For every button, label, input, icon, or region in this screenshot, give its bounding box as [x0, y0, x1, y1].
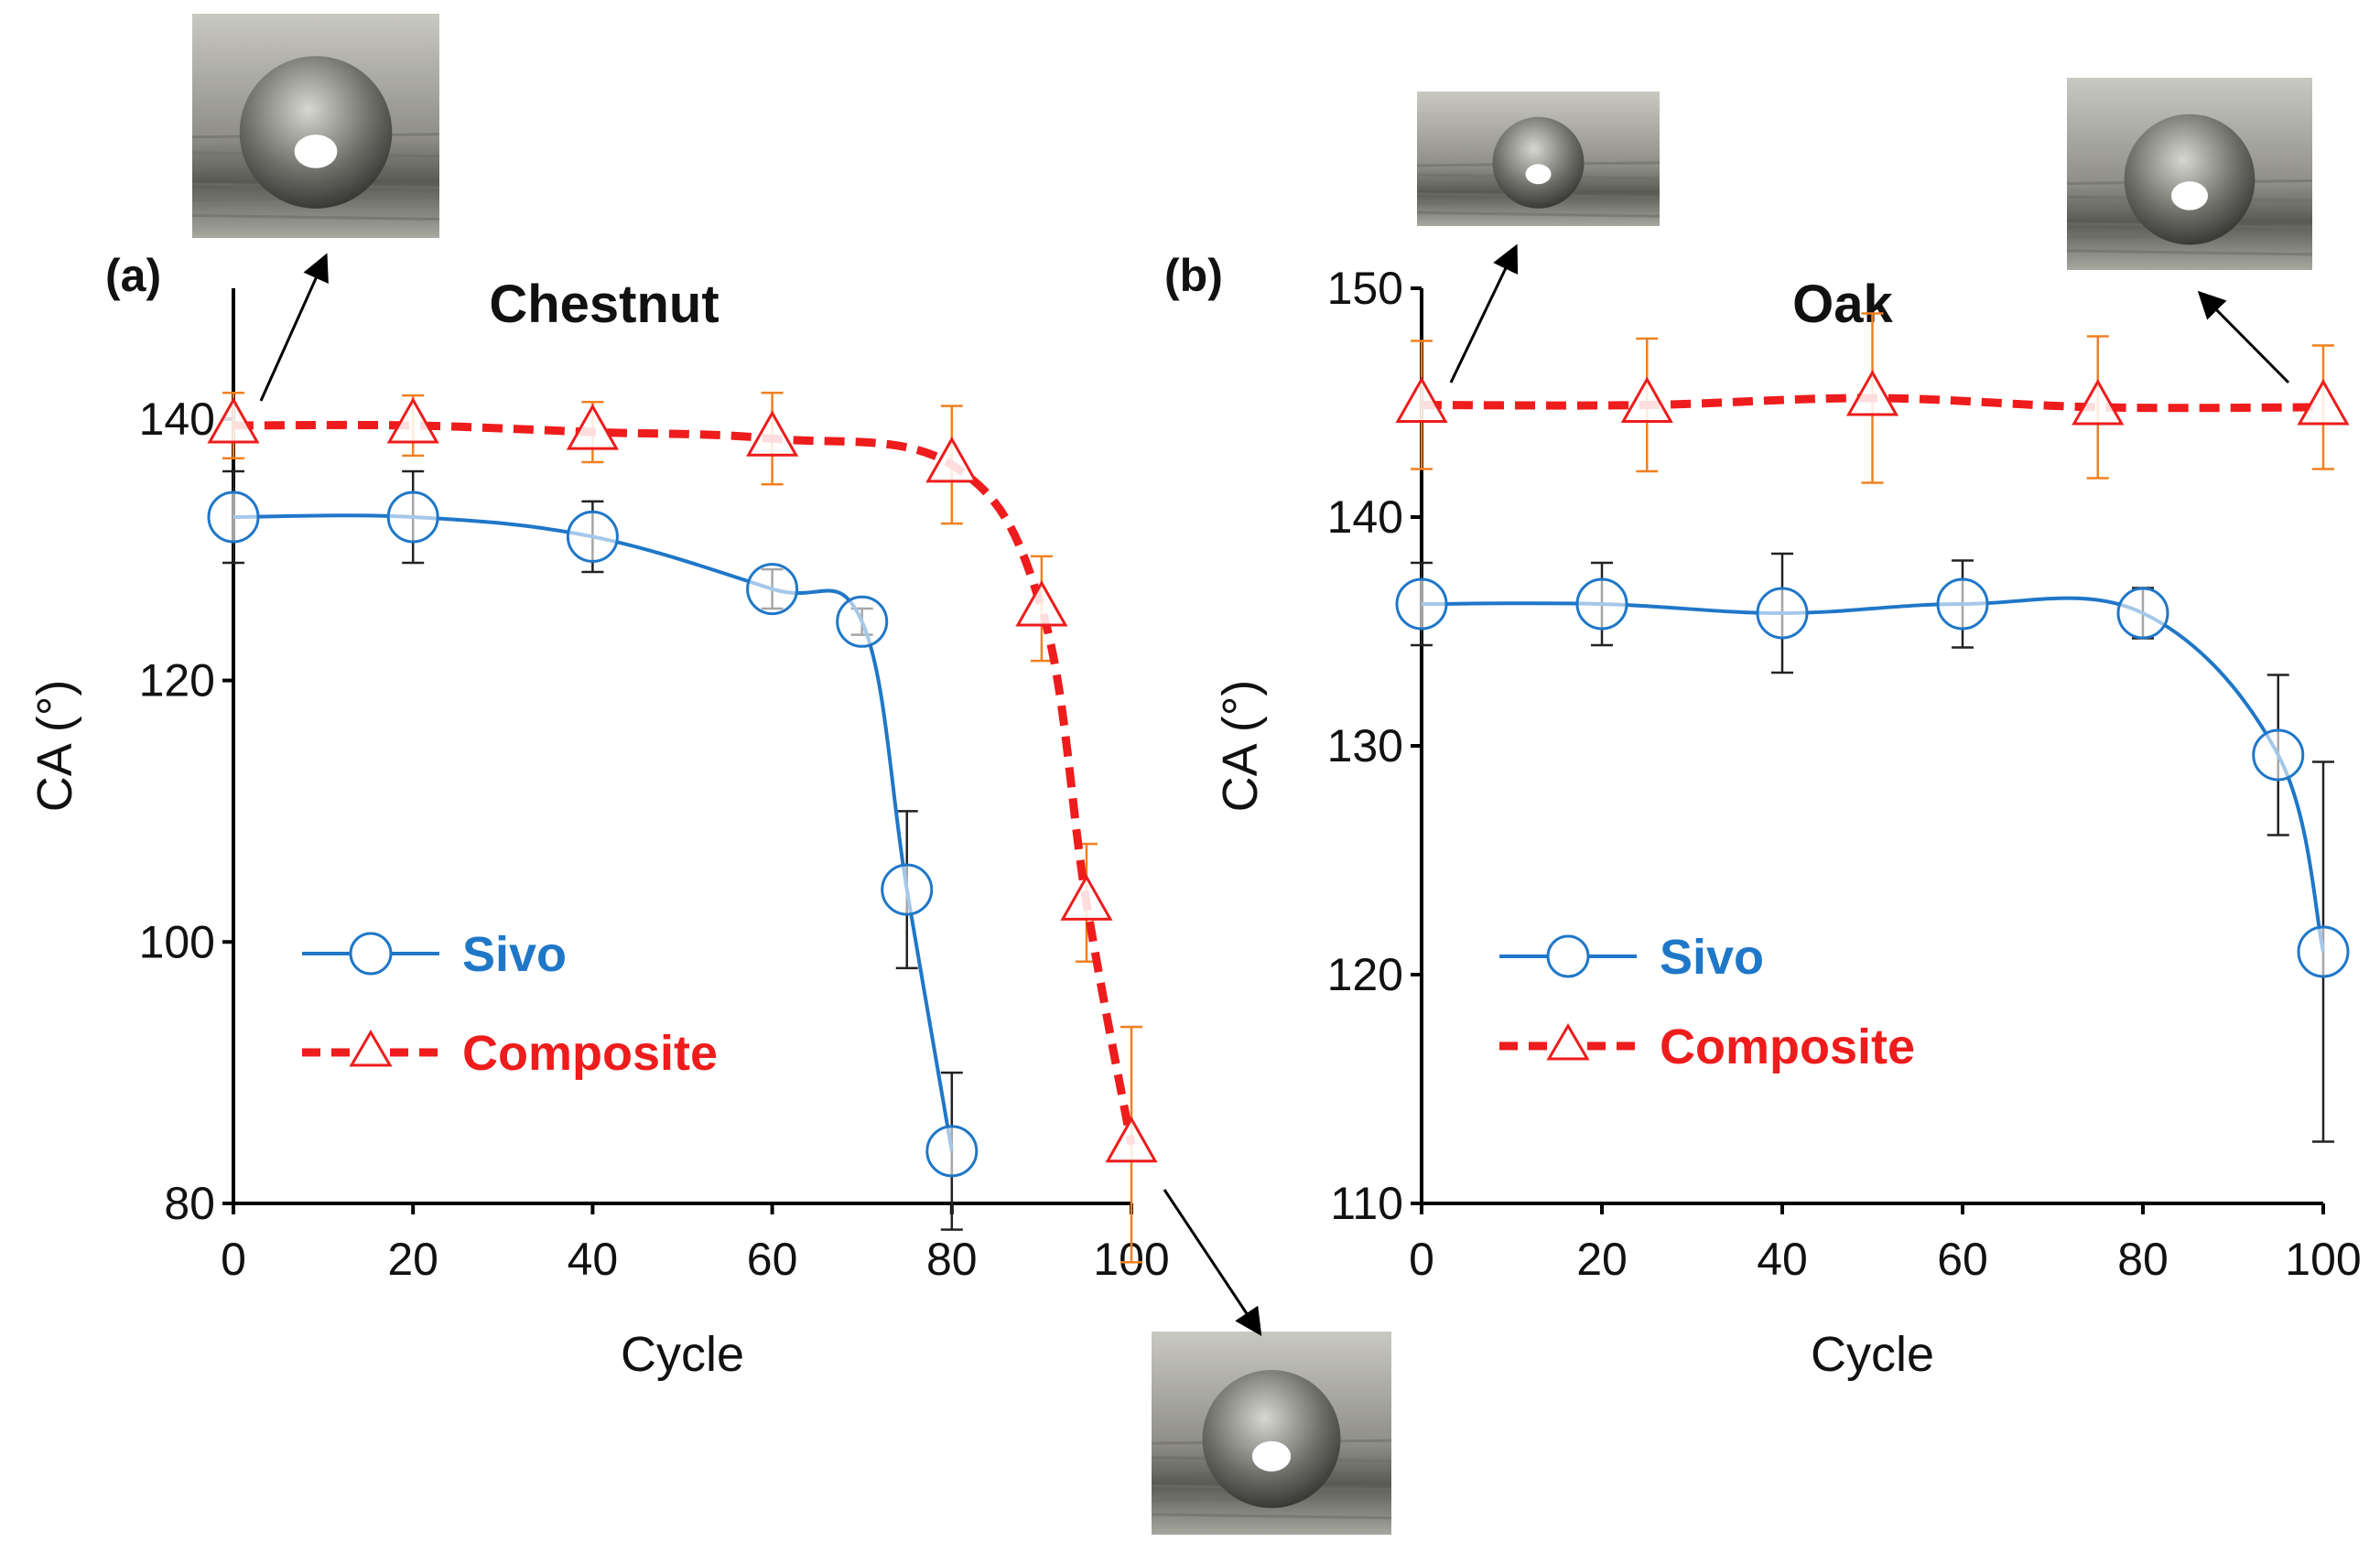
y-tick-label: 120 [1327, 949, 1403, 1000]
y-axis-label: CA (°) [1213, 680, 1268, 813]
droplet-photo-chestnut-0-cycles-wood-grain [191, 214, 440, 221]
x-tick-label: 20 [1576, 1234, 1628, 1285]
data-point-circle [386, 491, 439, 544]
data-point-circle [1575, 577, 1628, 631]
x-tick-label: 80 [2117, 1234, 2169, 1285]
data-point-circle [566, 510, 619, 563]
x-tick-label: 20 [387, 1234, 438, 1285]
legend: Sivo Composite [1499, 930, 1915, 1074]
data-point-triangle [2072, 378, 2125, 426]
legend-label-sivo: Sivo [462, 927, 567, 982]
y-tick-label: 150 [1327, 263, 1403, 314]
legend-label-composite: Composite [1660, 1019, 1915, 1074]
y-tick-label: 80 [164, 1178, 215, 1229]
droplet-photo-chestnut-100-cycles-droplet [1202, 1369, 1341, 1508]
y-axis-label: CA (°) [27, 680, 82, 813]
data-point-triangle [2297, 378, 2350, 426]
droplet-photo-oak-100-cycles-droplet [2124, 113, 2256, 245]
inset-arrow [1163, 1189, 1262, 1336]
inset-arrow [1449, 243, 1519, 383]
droplet-photo-oak-0-cycles [1416, 92, 1661, 226]
data-point-circle [1395, 577, 1448, 631]
droplet-photo-oak-100-cycles-wood-grain [2066, 249, 2313, 256]
series-sivo [207, 469, 979, 1231]
y-tick-label: 120 [139, 655, 215, 706]
legend-marker-circle [349, 932, 393, 976]
droplet-photo-chestnut-100-cycles-highlight [1251, 1440, 1292, 1472]
droplet-photo-chestnut-0-cycles-droplet [239, 56, 393, 209]
y-tick-label: 140 [139, 394, 215, 445]
droplet-photo-chestnut-100-cycles-wood-grain [1151, 1513, 1392, 1520]
data-point-triangle [925, 436, 979, 483]
panel-label: (a) [105, 250, 161, 301]
series-sivo [1395, 552, 2350, 1143]
data-point-triangle [746, 410, 799, 457]
series-composite [1395, 312, 2350, 484]
data-point-triangle [1620, 376, 1673, 423]
droplet-photo-oak-0-cycles-highlight [1525, 164, 1552, 185]
x-tick-label: 60 [747, 1234, 798, 1285]
data-point-circle [925, 1125, 979, 1178]
data-point-triangle [1105, 1116, 1158, 1163]
droplet-photo-oak-0-cycles-droplet [1492, 116, 1585, 209]
x-axis-label: Cycle [1811, 1327, 1934, 1382]
droplet-photo-oak-100-cycles-highlight [2171, 181, 2208, 210]
x-tick-label: 0 [1409, 1234, 1434, 1285]
data-point-circle [2252, 728, 2305, 782]
data-point-triangle [207, 396, 260, 444]
data-point-triangle [1845, 369, 1899, 416]
droplet-photo-oak-0-cycles-wood-grain [1416, 210, 1661, 218]
data-point-circle [1756, 587, 1809, 640]
data-point-circle [207, 491, 260, 544]
panel-b-oak: 110 120 130 140 150 0 20 40 60 80 100 (b) Oak Cycle CA… [1164, 78, 2362, 1382]
droplet-photo-chestnut-100-cycles [1151, 1332, 1392, 1535]
data-point-circle [836, 595, 889, 648]
data-point-triangle [566, 404, 619, 450]
data-point-circle [1936, 577, 1989, 631]
droplet-photo-chestnut-0-cycles-highlight [294, 135, 338, 168]
y-tick-label: 110 [1330, 1178, 1403, 1229]
x-tick-label: 0 [221, 1234, 246, 1285]
x-tick-label: 40 [568, 1234, 619, 1285]
x-tick-label: 40 [1757, 1234, 1808, 1285]
series-line [1421, 596, 2325, 953]
inset-arrow [259, 253, 329, 402]
x-tick-label: 60 [1937, 1234, 1988, 1285]
x-tick-label: 100 [2285, 1234, 2361, 1285]
data-point-triangle [1015, 579, 1068, 627]
data-point-circle [746, 563, 799, 616]
droplet-photo-chestnut-0-cycles [191, 14, 440, 238]
chart-title: Oak [1792, 275, 1893, 334]
series-composite [207, 392, 1158, 1264]
data-point-circle [2297, 925, 2350, 978]
legend-marker-triangle [349, 1030, 393, 1067]
chart-title: Chestnut [489, 275, 719, 334]
data-point-triangle [386, 396, 439, 444]
data-point-circle [2116, 587, 2169, 640]
panel-label: (b) [1164, 250, 1223, 301]
legend: Sivo Composite [302, 927, 718, 1081]
legend-marker-triangle [1546, 1023, 1590, 1061]
y-tick-label: 140 [1327, 491, 1403, 543]
legend-marker-circle [1546, 934, 1590, 978]
data-point-triangle [1060, 874, 1113, 921]
legend-label-sivo: Sivo [1660, 930, 1764, 985]
inset-arrow [2197, 290, 2290, 384]
y-tick-label: 130 [1327, 720, 1403, 771]
y-tick-label: 100 [139, 916, 215, 967]
droplet-photo-oak-100-cycles [2066, 78, 2313, 270]
data-point-triangle [1395, 376, 1448, 423]
x-tick-label: 80 [926, 1234, 978, 1285]
legend-label-composite: Composite [462, 1026, 718, 1081]
x-axis-label: Cycle [621, 1327, 744, 1382]
data-point-circle [881, 863, 934, 916]
